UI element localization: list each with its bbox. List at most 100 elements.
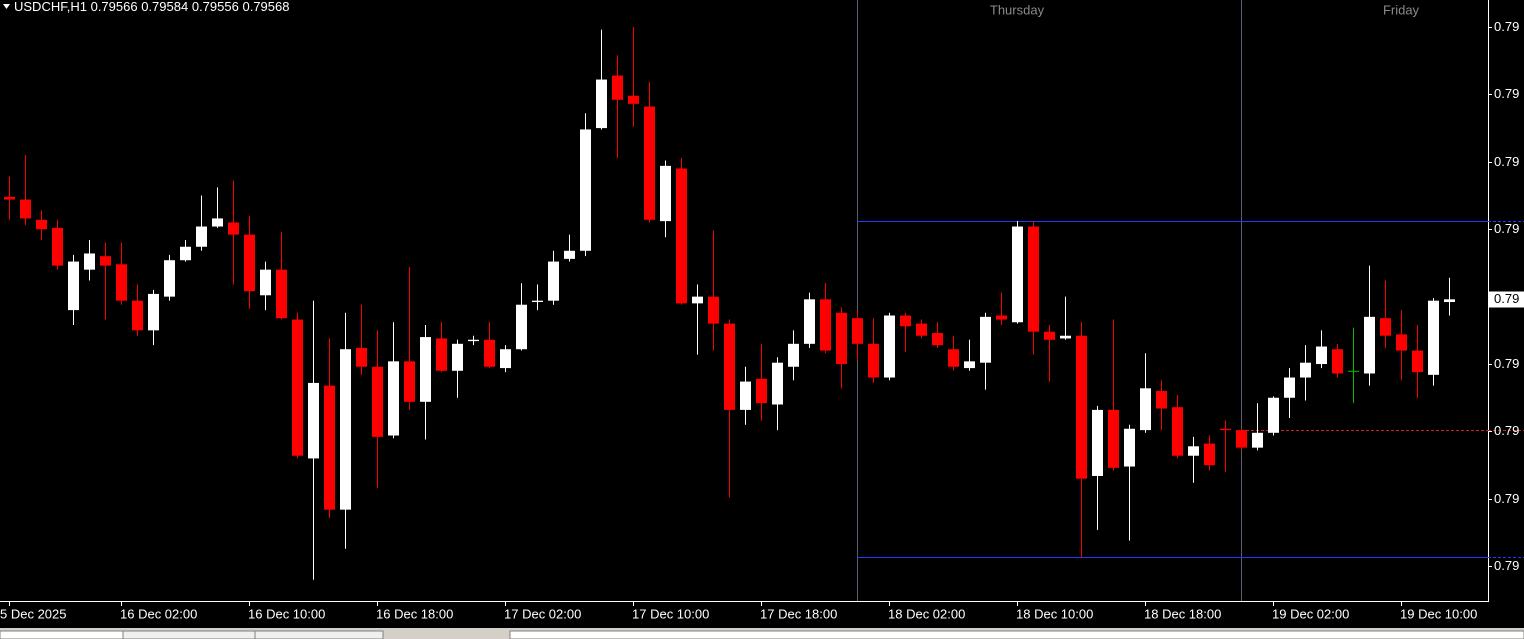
x-tick-label: 16 Dec 10:00: [248, 606, 325, 621]
candle-body: [180, 246, 191, 261]
candle-body: [516, 304, 527, 350]
x-tick-label: 5 Dec 2025: [0, 606, 67, 621]
candle-body: [1172, 407, 1183, 456]
y-tick-label: 0.79: [1494, 356, 1519, 371]
candle-body: [932, 333, 943, 346]
candle-body: [228, 222, 239, 235]
x-tick-label: 19 Dec 02:00: [1272, 606, 1349, 621]
tab[interactable]: [254, 630, 384, 639]
day-label: Friday: [1383, 2, 1420, 17]
candle-body: [500, 349, 511, 369]
y-tick-label: 0.79: [1494, 491, 1519, 506]
header-open: 0.79566: [91, 0, 138, 14]
candle-body: [132, 300, 143, 331]
candle-body: [1060, 335, 1071, 339]
x-tick-label: 18 Dec 18:00: [1144, 606, 1221, 621]
candle-body: [20, 199, 31, 219]
candle-body: [244, 234, 255, 292]
candle-body: [1380, 318, 1391, 336]
candle-body: [612, 75, 623, 100]
candle-body: [676, 168, 687, 304]
candle-body: [100, 256, 111, 266]
candle-body: [1220, 428, 1231, 431]
candle-body: [1268, 397, 1279, 433]
x-tick-label: 17 Dec 10:00: [632, 606, 709, 621]
candle-body: [1044, 331, 1055, 340]
tab[interactable]: [0, 630, 124, 639]
candle-body: [1108, 409, 1119, 468]
candle-body: [1140, 388, 1151, 431]
x-tick-label: 17 Dec 02:00: [504, 606, 581, 621]
candle-body: [1076, 335, 1087, 479]
candle-body: [1348, 370, 1359, 372]
candle-body: [84, 253, 95, 270]
candle-body: [868, 343, 879, 378]
candle-body: [436, 338, 447, 371]
x-tick-label: 16 Dec 02:00: [120, 606, 197, 621]
candle-body: [596, 79, 607, 129]
day-label: Thursday: [990, 2, 1045, 17]
header-high: 0.79584: [141, 0, 188, 14]
candle-body: [692, 296, 703, 304]
candle-body: [324, 385, 335, 510]
symbol: USDCHF,H1: [14, 0, 87, 14]
candle-body: [884, 315, 895, 378]
candle-body: [1396, 334, 1407, 351]
candle-body: [964, 361, 975, 369]
candle-body: [1236, 430, 1247, 448]
candle-body: [1124, 428, 1135, 467]
candle-body: [52, 227, 63, 266]
candle-body: [756, 378, 767, 404]
x-tick-label: 18 Dec 02:00: [888, 606, 965, 621]
candle-body: [1316, 346, 1327, 365]
candle-body: [36, 219, 47, 230]
x-tick-label: 19 Dec 10:00: [1400, 606, 1477, 621]
candle-body: [1252, 432, 1263, 448]
candle-body: [900, 315, 911, 327]
candle-body: [1332, 349, 1343, 374]
candle-body: [788, 343, 799, 367]
candle-body: [340, 349, 351, 510]
candle-body: [420, 337, 431, 402]
header-low: 0.79556: [192, 0, 239, 14]
candle-body: [1300, 362, 1311, 378]
candle-body: [1444, 299, 1455, 303]
candle-body: [820, 299, 831, 351]
candle-body: [804, 299, 815, 344]
candle-body: [308, 382, 319, 459]
bid-box: [1489, 291, 1524, 308]
candle-body: [708, 296, 719, 324]
candle-body: [196, 226, 207, 247]
y-tick-label: 0.79: [1494, 154, 1519, 169]
y-tick-label: 0.79: [1494, 19, 1519, 34]
x-tick-label: 16 Dec 18:00: [376, 606, 453, 621]
candle-body: [1092, 409, 1103, 476]
candle-body: [580, 129, 591, 251]
candle-body: [916, 323, 927, 336]
header-close: 0.79568: [242, 0, 289, 14]
candle-body: [564, 250, 575, 259]
candle-body: [548, 261, 559, 301]
candle-body: [1012, 226, 1023, 323]
candle-body: [148, 293, 159, 331]
candle-body: [404, 361, 415, 402]
candle-body: [164, 260, 175, 297]
y-tick-label: 0.79: [1494, 86, 1519, 101]
candle-body: [468, 339, 479, 342]
candle-body: [532, 300, 543, 303]
candle-body: [852, 318, 863, 344]
candle-body: [260, 269, 271, 296]
candle-body: [836, 312, 847, 365]
header: USDCHF,H1 0.79566 0.79584 0.79556 0.7956…: [14, 0, 289, 14]
candle-body: [628, 95, 639, 104]
candle-body: [772, 362, 783, 405]
candle-body: [292, 319, 303, 456]
tab[interactable]: [122, 630, 256, 639]
candle-body: [356, 347, 367, 367]
candle-body: [1188, 446, 1199, 456]
scrollbar[interactable]: [509, 630, 1524, 639]
candle-body: [1028, 226, 1039, 332]
header-arrow[interactable]: [3, 4, 10, 9]
